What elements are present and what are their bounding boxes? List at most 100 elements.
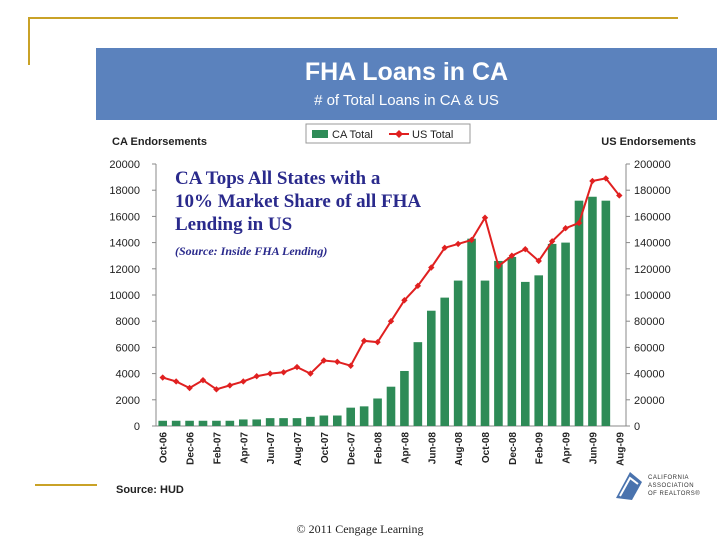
point-us-total bbox=[428, 264, 435, 271]
point-us-total bbox=[535, 257, 542, 265]
car-logo: CALIFORNIA ASSOCIATION OF REALTORS® bbox=[614, 466, 714, 506]
bar-ca-total bbox=[547, 243, 557, 426]
legend-bar-swatch bbox=[312, 130, 328, 138]
left-axis-title: CA Endorsements bbox=[112, 136, 207, 148]
bar-ca-total bbox=[171, 420, 181, 426]
y-right-tick-label: 40000 bbox=[634, 369, 665, 381]
point-us-total bbox=[495, 262, 502, 270]
y-left-tick-label: 20000 bbox=[109, 159, 140, 171]
bar-ca-total bbox=[292, 418, 302, 426]
top-accent-line bbox=[28, 17, 678, 19]
bottom-accent-line bbox=[35, 484, 97, 486]
y-left-tick-label: 16000 bbox=[109, 211, 140, 223]
point-us-total bbox=[562, 224, 569, 232]
right-axis-title: US Endorsements bbox=[601, 136, 696, 148]
point-us-total bbox=[213, 386, 220, 393]
y-left-tick-label: 6000 bbox=[116, 342, 140, 354]
point-us-total bbox=[347, 362, 354, 369]
bar-ca-total bbox=[601, 200, 611, 426]
x-tick-label: Dec-08 bbox=[508, 432, 519, 465]
annotation-line-3: Lending in US bbox=[175, 214, 293, 235]
point-us-total bbox=[454, 240, 462, 248]
x-tick-label: Apr-09 bbox=[562, 432, 573, 464]
x-tick-label: Dec-07 bbox=[347, 432, 358, 465]
bar-ca-total bbox=[225, 420, 235, 426]
x-tick-label: Feb-09 bbox=[535, 432, 546, 465]
logo-line-3: OF REALTORS® bbox=[648, 491, 701, 497]
point-us-total bbox=[401, 297, 408, 304]
legend-bar-label: CA Total bbox=[332, 129, 373, 141]
bar-ca-total bbox=[426, 310, 436, 426]
bar-ca-total bbox=[467, 238, 476, 426]
x-tick-label: Feb-07 bbox=[212, 432, 223, 465]
x-tick-label: Oct-06 bbox=[159, 432, 170, 464]
point-us-total bbox=[240, 378, 247, 385]
chart-subtitle: # of Total Loans in CA & US bbox=[314, 92, 499, 109]
bar-ca-total bbox=[252, 419, 262, 426]
annotation-source: (Source: Inside FHA Lending) bbox=[175, 244, 328, 258]
bar-ca-total bbox=[507, 257, 517, 426]
logo-icon bbox=[616, 472, 642, 500]
bar-ca-total bbox=[480, 280, 490, 426]
x-tick-label: Oct-08 bbox=[481, 432, 492, 464]
point-us-total bbox=[172, 378, 180, 385]
point-us-total bbox=[387, 318, 395, 325]
x-tick-label: Apr-08 bbox=[400, 432, 411, 464]
y-left-tick-label: 8000 bbox=[116, 316, 140, 328]
bar-ca-total bbox=[413, 342, 423, 426]
legend-line-marker bbox=[395, 130, 403, 138]
point-us-total bbox=[589, 177, 596, 185]
point-us-total bbox=[280, 369, 287, 376]
bar-ca-total bbox=[212, 420, 221, 426]
copyright-text: © 2011 Cengage Learning bbox=[296, 522, 424, 536]
y-right-tick-label: 0 bbox=[634, 421, 640, 433]
point-us-total bbox=[293, 363, 301, 371]
y-right-tick-label: 20000 bbox=[634, 395, 665, 407]
bar-ca-total bbox=[359, 406, 369, 426]
bar-ca-total bbox=[346, 407, 356, 426]
annotation-line-1: CA Tops All States with a bbox=[175, 168, 381, 189]
point-us-total bbox=[575, 219, 583, 227]
x-tick-label: Jun-07 bbox=[266, 432, 277, 465]
bar-ca-total bbox=[332, 415, 342, 426]
y-right-tick-label: 140000 bbox=[634, 238, 671, 250]
x-tick-label: Aug-07 bbox=[293, 432, 304, 466]
bar-ca-total bbox=[319, 415, 329, 426]
y-right-tick-label: 180000 bbox=[634, 185, 671, 197]
bar-ca-total bbox=[561, 242, 570, 426]
point-us-total bbox=[266, 370, 274, 377]
y-left-tick-label: 10000 bbox=[109, 290, 140, 302]
point-us-total bbox=[616, 192, 623, 199]
bar-ca-total bbox=[185, 420, 194, 426]
legend-line-label: US Total bbox=[412, 129, 453, 141]
x-tick-label: Oct-07 bbox=[320, 432, 331, 464]
bar-ca-total bbox=[265, 418, 275, 426]
y-left-tick-label: 0 bbox=[134, 421, 140, 433]
chart-header-banner: FHA Loans in CA # of Total Loans in CA &… bbox=[96, 48, 717, 120]
fha-chart: CA Endorsements US Endorsements CA Total… bbox=[109, 123, 696, 466]
chart-annotation: CA Tops All States with a 10% Market Sha… bbox=[175, 167, 421, 259]
x-tick-label: Feb-08 bbox=[374, 432, 385, 465]
x-tick-label: Apr-07 bbox=[239, 432, 250, 464]
point-us-total bbox=[159, 374, 166, 381]
bar-ca-total bbox=[198, 420, 208, 426]
point-us-total bbox=[334, 358, 341, 366]
source-note: Source: HUD bbox=[116, 484, 184, 496]
bar-ca-total bbox=[494, 260, 503, 426]
y-right-tick-label: 60000 bbox=[634, 342, 665, 354]
x-tick-label: Aug-08 bbox=[454, 432, 465, 466]
point-us-total bbox=[468, 236, 475, 244]
bar-ca-total bbox=[373, 398, 382, 426]
left-accent-line bbox=[28, 17, 30, 65]
chart-title: FHA Loans in CA bbox=[304, 58, 509, 86]
y-left-tick-label: 12000 bbox=[109, 264, 140, 276]
bar-ca-total bbox=[238, 419, 248, 426]
bar-ca-total bbox=[520, 281, 530, 426]
x-tick-label: Jun-08 bbox=[427, 432, 438, 465]
bar-ca-total bbox=[279, 418, 288, 426]
bar-ca-total bbox=[400, 370, 409, 426]
point-us-total bbox=[186, 384, 193, 392]
y-right-tick-label: 160000 bbox=[634, 211, 671, 223]
point-us-total bbox=[226, 382, 234, 389]
bar-ca-total bbox=[386, 386, 396, 426]
